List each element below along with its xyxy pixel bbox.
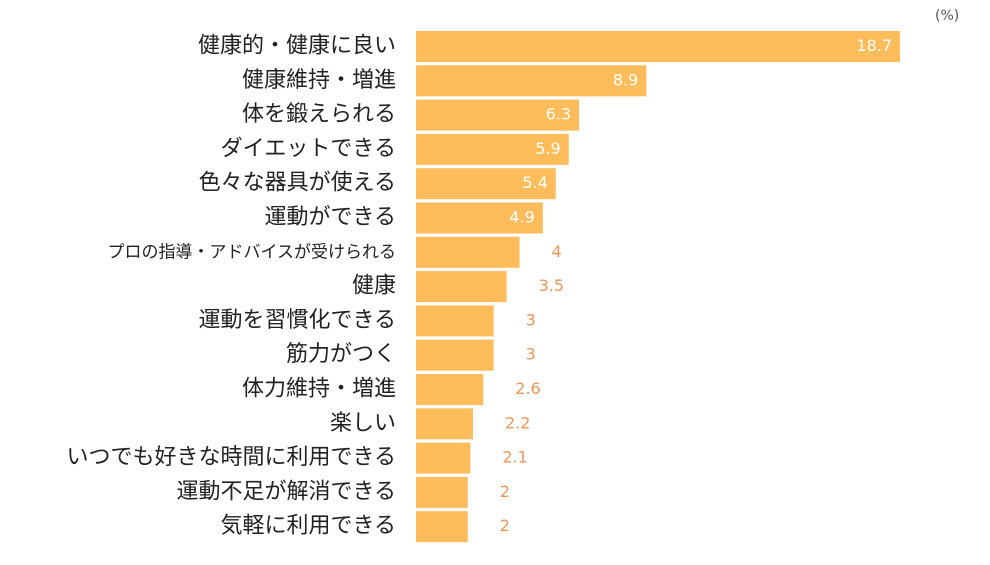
value-label: 2.1 [502, 448, 527, 467]
bar [416, 476, 468, 508]
category-label: 体を鍛えられる [242, 102, 396, 127]
category-label: 健康維持・増進 [242, 68, 396, 93]
bar [416, 99, 580, 131]
category-label: 色々な器具が使える [199, 171, 396, 196]
category-label: ダイエットできる [221, 136, 396, 161]
value-label: 4 [552, 242, 562, 261]
value-label: 2.6 [515, 379, 540, 398]
unit-label: (%) [935, 8, 960, 24]
bar [416, 133, 569, 165]
category-label: 運動不足が解消できる [176, 479, 396, 504]
bar [416, 305, 494, 337]
bar [416, 511, 468, 543]
category-label: 気軽に利用できる [220, 514, 396, 539]
value-label: 18.7 [856, 36, 892, 55]
category-label: 運動ができる [264, 205, 396, 230]
value-label: 8.9 [613, 70, 638, 89]
category-label: 筋力がつく [286, 342, 396, 367]
bar [416, 271, 507, 303]
value-label: 6.3 [546, 105, 571, 124]
value-label: 2 [500, 482, 510, 501]
value-label: 5.9 [535, 139, 560, 158]
category-label: 健康的・健康に良い [198, 34, 396, 59]
bar [416, 408, 473, 440]
bar [416, 374, 484, 405]
category-label: 健康 [352, 274, 396, 299]
value-label: 3 [526, 345, 536, 364]
category-label: 楽しい [330, 411, 396, 436]
category-label: いつでも好きな時間に利用できる [66, 445, 396, 470]
value-label: 2 [500, 516, 510, 535]
bar [416, 65, 647, 97]
bar [416, 202, 543, 234]
category-label: プロの指導・アドバイスが受けられる [108, 242, 397, 262]
category-label: 運動を習慣化できる [198, 308, 396, 333]
value-label: 4.9 [509, 208, 534, 227]
bar [416, 31, 900, 62]
bar [416, 236, 520, 268]
value-label: 3.5 [539, 276, 564, 295]
category-label: 体力維持・増進 [242, 377, 396, 402]
bar [416, 339, 494, 371]
bar [416, 168, 556, 200]
value-label: 5.4 [522, 173, 547, 192]
bar [416, 442, 471, 474]
value-label: 2.2 [505, 413, 530, 432]
value-label: 3 [526, 310, 536, 329]
